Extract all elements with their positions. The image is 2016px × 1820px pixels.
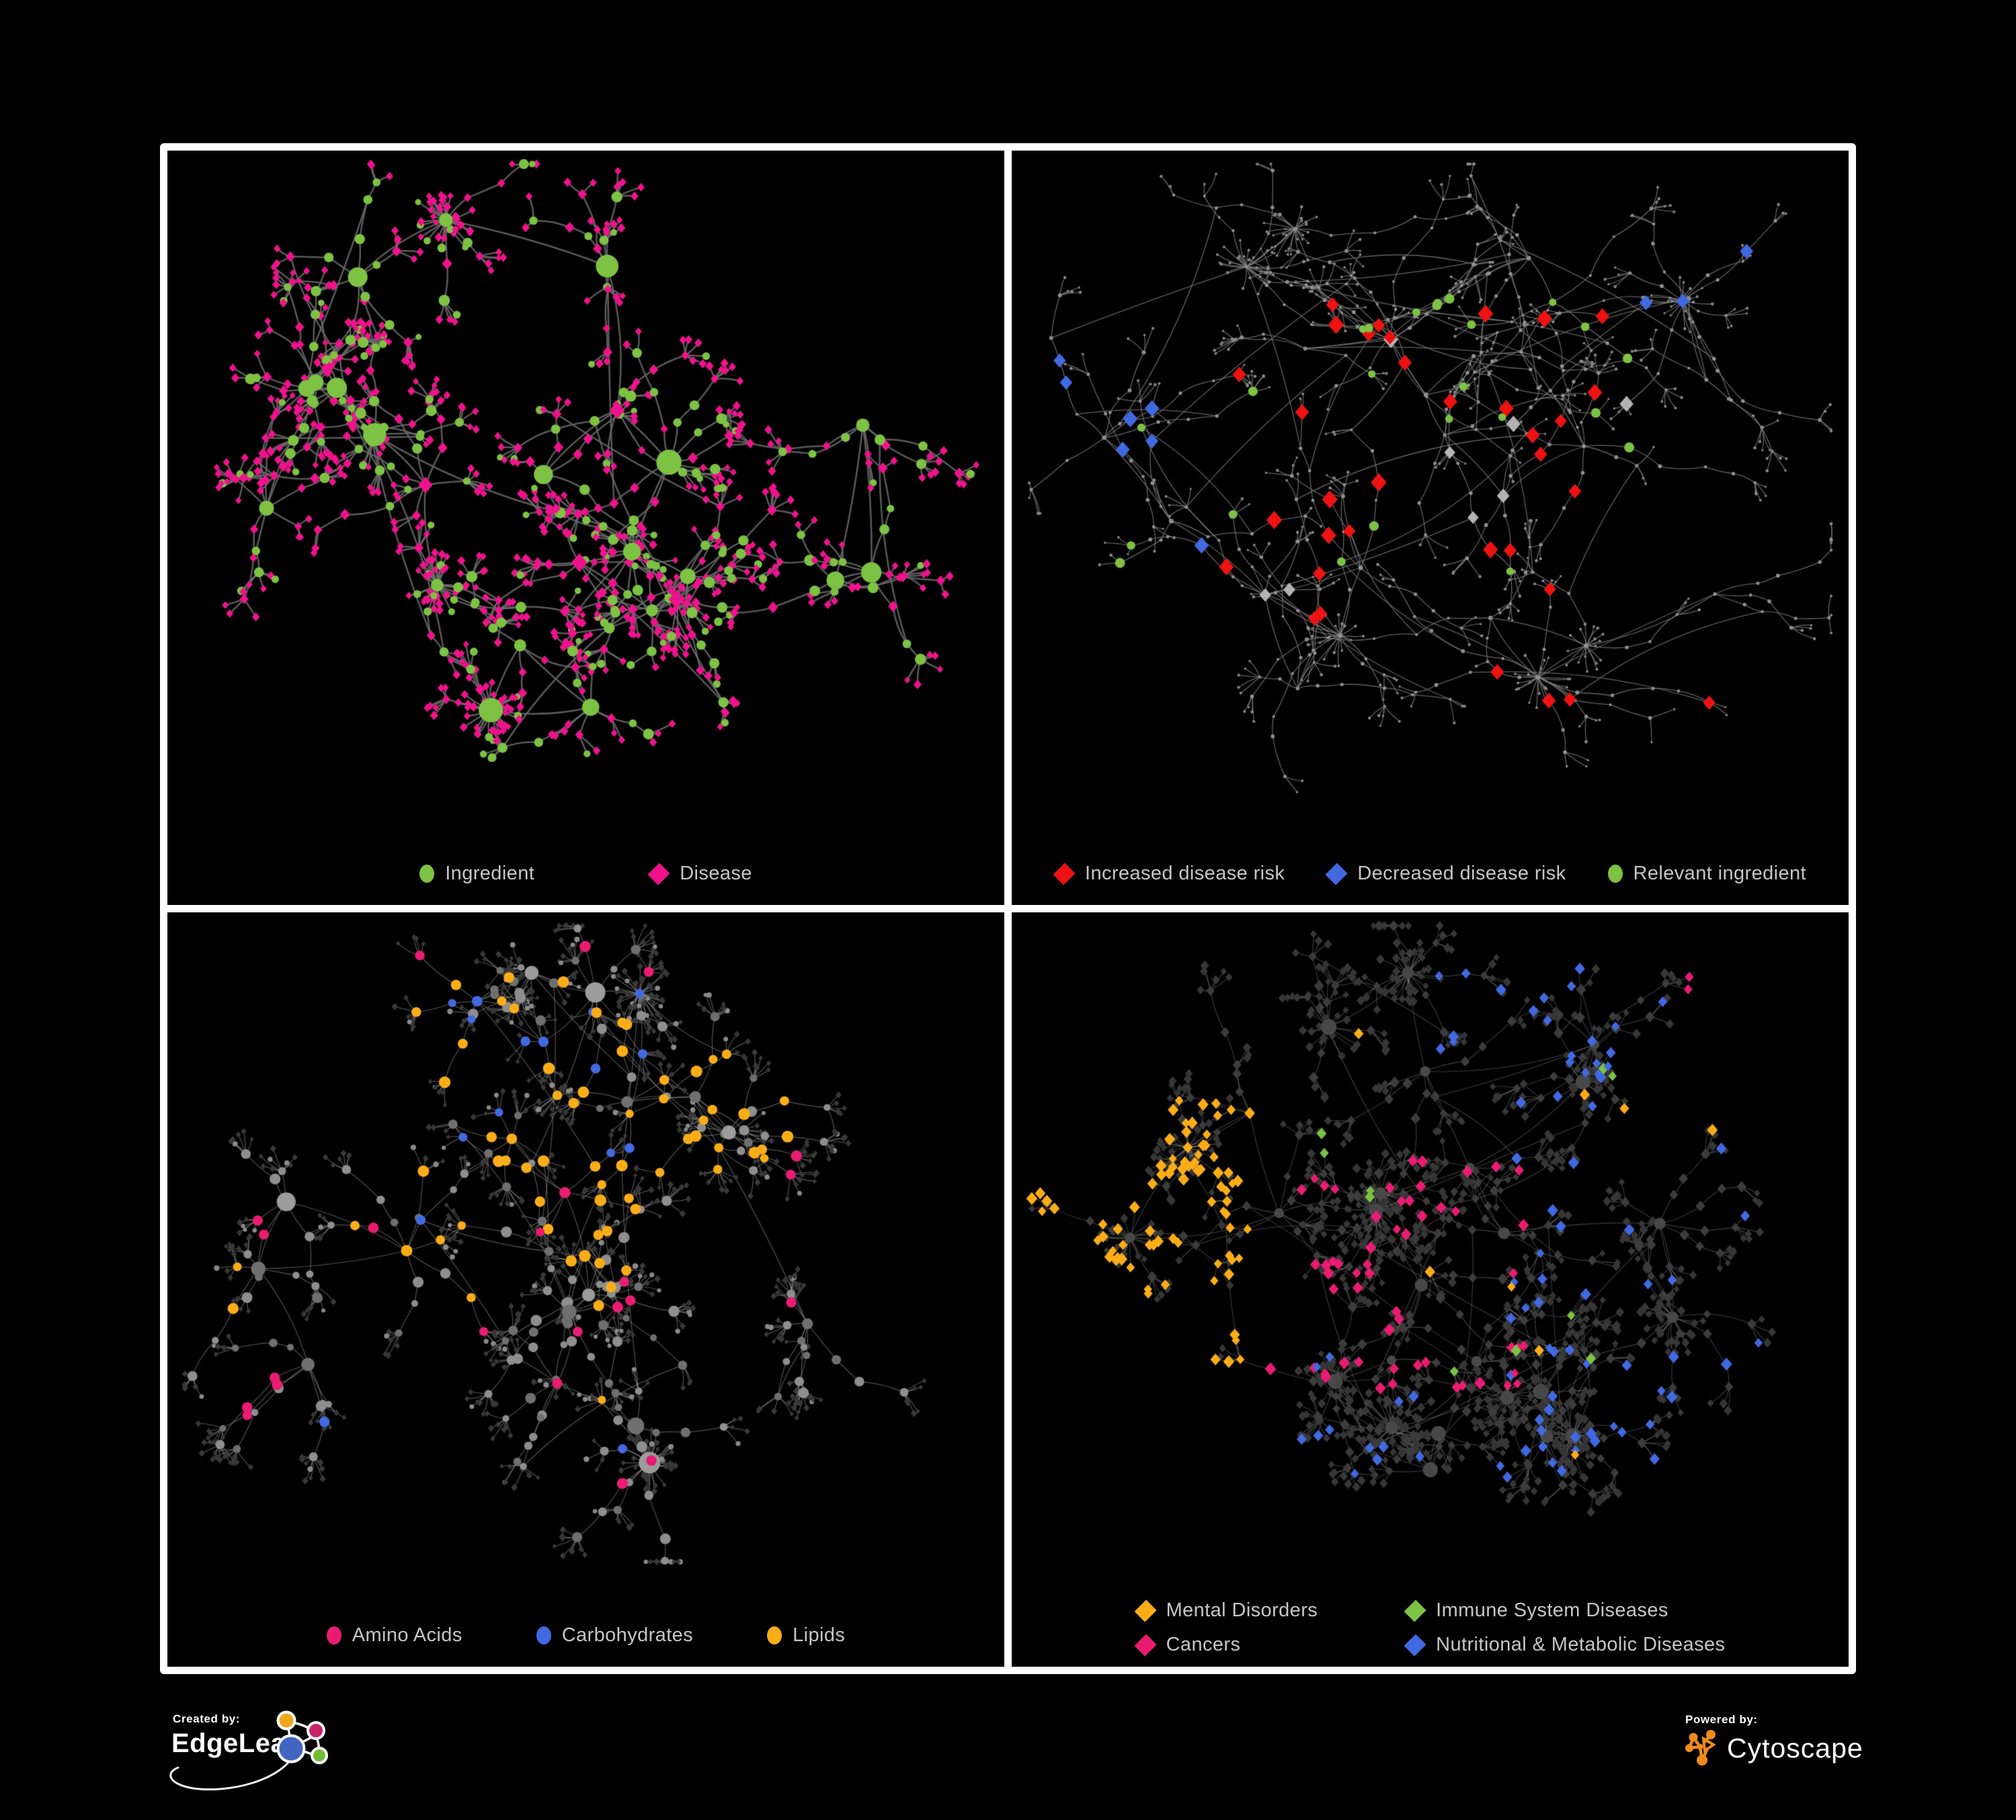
legend-item-lipids: Lipids [767, 1624, 845, 1647]
circle-swatch-icon [536, 1626, 551, 1645]
edgeleap-logo-icon [169, 1710, 328, 1791]
legend-label: Lipids [793, 1624, 846, 1646]
cytoscape-logo-text: Cytoscape [1727, 1732, 1863, 1764]
circle-swatch-icon [1607, 865, 1623, 883]
diamond-swatch-icon [1404, 1599, 1426, 1622]
legend-label: Immune System Diseases [1436, 1599, 1668, 1621]
legend-item-nutritional-metabolic-diseases: Nutritional & Metabolic Diseases [1404, 1634, 1726, 1656]
legend-disease-risk: Increased disease risk Decreased disease … [1012, 863, 1849, 885]
legend-ingredient-disease: Ingredient Disease [167, 863, 1004, 885]
legend-item-disease: Disease [647, 863, 752, 885]
legend-item-increased-disease-risk: Increased disease risk [1053, 863, 1285, 885]
panel-disease-risk: Increased disease risk Decreased disease … [1012, 151, 1849, 905]
diamond-swatch-icon [1134, 1599, 1157, 1622]
legend-item-cancers: Cancers [1134, 1634, 1318, 1656]
created-by-label: Created by: [173, 1712, 241, 1725]
diamond-swatch-icon [1134, 1634, 1157, 1656]
legend-label: Increased disease risk [1084, 863, 1285, 884]
legend-item-ingredient: Ingredient [419, 863, 534, 885]
circle-swatch-icon [326, 1626, 341, 1645]
legend-label: Amino Acids [352, 1624, 462, 1646]
circle-swatch-icon [767, 1626, 782, 1645]
network-ingredient-disease [167, 151, 1004, 905]
network-disease-classes [1012, 912, 1849, 1667]
legend-item-mental-disorders: Mental Disorders [1134, 1599, 1318, 1622]
diamond-swatch-icon [1053, 863, 1076, 885]
diamond-swatch-icon [1325, 863, 1348, 885]
panel-grid: Ingredient Disease Increased disease risk… [160, 143, 1856, 1674]
legend-item-carbohydrates: Carbohydrates [536, 1624, 693, 1647]
panel-ingredient-disease: Ingredient Disease [167, 151, 1004, 905]
legend-item-relevant-ingredient: Relevant ingredient [1607, 863, 1807, 885]
cytoscape-logo-icon [1685, 1730, 1716, 1766]
legend-label: Carbohydrates [561, 1624, 694, 1646]
legend-item-decreased-disease-risk: Decreased disease risk [1325, 863, 1566, 885]
powered-by-label: Powered by: [1685, 1713, 1758, 1726]
legend-label: Ingredient [445, 863, 535, 884]
edgeleap-credit: Created by: EdgeLeap [163, 1710, 365, 1812]
legend-label: Decreased disease risk [1357, 863, 1566, 884]
legend-macronutrients: Amino Acids Carbohydrates Lipids [167, 1624, 1004, 1647]
cytoscape-lockup: Cytoscape [1684, 1728, 1863, 1768]
legend-label: Cancers [1166, 1634, 1241, 1655]
legend-label: Disease [680, 863, 752, 884]
legend-disease-classes: Mental Disorders Immune System Diseases Ca… [1134, 1599, 1726, 1656]
legend-item-amino-acids: Amino Acids [326, 1624, 462, 1647]
cytoscape-credit: Powered by: Cytoscape [1684, 1713, 1953, 1794]
network-disease-risk [1012, 151, 1849, 905]
legend-label: Mental Disorders [1166, 1599, 1318, 1621]
diamond-swatch-icon [647, 863, 670, 885]
circle-swatch-icon [419, 865, 435, 883]
panel-disease-classes: Mental Disorders Immune System Diseases Ca… [1012, 912, 1849, 1667]
legend-item-immune-system-diseases: Immune System Diseases [1404, 1599, 1725, 1622]
network-macronutrients [167, 912, 1004, 1667]
diamond-swatch-icon [1404, 1634, 1426, 1656]
legend-label: Nutritional & Metabolic Diseases [1436, 1634, 1726, 1655]
panel-macronutrients: Amino Acids Carbohydrates Lipids [167, 912, 1004, 1667]
legend-label: Relevant ingredient [1633, 863, 1807, 884]
